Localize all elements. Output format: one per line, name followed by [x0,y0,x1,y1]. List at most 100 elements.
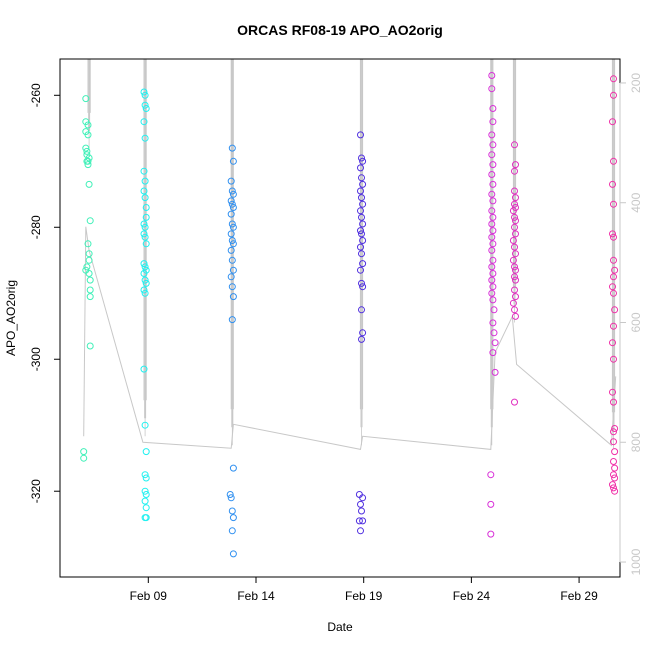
data-point-rf10 [229,157,237,165]
data-point-rf12 [487,500,495,508]
y-tick-label: -260 [29,83,43,107]
data-point-rf09 [140,167,148,175]
data-point-rf12 [489,213,497,221]
data-point-rf10 [226,491,234,498]
data-point-rf10 [228,220,236,228]
data-point-rf09 [141,289,149,297]
data-point-rf12 [489,256,497,264]
data-point-rf12 [491,368,499,376]
data-point-rf09 [141,263,149,271]
data-point-rf11 [359,283,367,291]
data-point-rf14 [610,273,617,281]
data-point-rf12 [488,233,496,241]
data-point-rf13 [509,256,517,264]
data-point-rf11 [357,227,364,235]
data-point-rf10 [228,187,236,195]
data-point-rf14 [609,283,616,291]
data-point-rf10 [229,223,237,231]
data-point-rf12 [488,72,496,79]
data-point-rf10 [229,514,237,522]
data-point-rf14 [609,388,616,396]
data-point-rf11 [358,154,365,162]
data-point-rf09 [142,105,150,112]
data-point-rf11 [358,230,365,238]
data-point-rf08 [85,154,93,162]
data-point-rf08 [84,161,92,169]
data-point-rf13 [511,213,518,221]
data-point-rf13 [511,167,518,175]
data-point-rf12 [488,131,496,139]
data-point-rf14 [610,233,617,241]
data-point-rf10 [228,527,236,535]
data-point-rf11 [357,207,364,215]
data-point-rf11 [359,237,367,244]
data-point-rf14 [610,484,617,492]
data-point-rf11 [358,213,365,221]
data-point-rf09 [141,177,149,185]
data-point-rf13 [512,194,519,202]
x-axis-label: Date [327,620,353,634]
data-point-rf14 [611,487,619,495]
data-point-rf10 [229,550,237,558]
data-point-rf12 [488,190,496,198]
data-point-rf10 [228,283,236,291]
data-point-rf12 [489,180,497,188]
data-point-rf13 [511,141,518,149]
data-point-rf14 [610,458,617,465]
data-point-rf13 [512,161,519,169]
data-point-rf11 [359,180,367,188]
data-point-rf11 [358,174,365,182]
data-point-rf12 [488,289,496,297]
y2-tick-label: 800 [629,432,643,452]
data-point-rf12 [488,207,496,215]
data-point-rf12 [489,118,497,126]
data-point-rf09 [141,101,149,109]
data-point-rf08 [85,180,93,188]
data-point-rf11 [358,335,365,343]
data-point-rf13 [511,306,518,314]
data-point-rf12 [488,263,496,271]
data-point-rf12 [488,171,496,178]
data-point-rf11 [359,260,367,268]
data-point-rf08 [86,217,94,225]
data-point-rf14 [609,118,616,126]
data-point-rf10 [227,494,235,502]
data-point-rf13 [512,312,519,320]
data-point-rf13 [511,223,518,231]
data-point-rf10 [229,464,237,472]
pressure-line-layer [83,59,617,450]
data-points-layer [80,72,619,558]
y-axis-left: -260 -280 -300 -320 [29,83,60,503]
data-point-rf11 [358,250,365,258]
data-point-rf09 [140,270,148,277]
data-point-rf11 [359,200,367,208]
data-point-rf09 [140,260,148,268]
data-point-rf12 [488,85,496,93]
data-point-rf12 [488,246,496,254]
data-point-rf11 [357,187,364,195]
data-point-rf08 [83,147,91,155]
data-point-rf14 [611,448,619,456]
data-point-rf09 [142,491,150,498]
data-point-rf14 [611,306,619,314]
data-point-rf13 [512,276,519,284]
data-point-rf13 [509,237,517,244]
y-tick-label: -300 [29,347,43,371]
data-point-rf10 [227,273,235,281]
data-point-rf12 [488,151,496,159]
y-axis-right: 200 400 600 800 1000 [619,73,643,575]
data-point-rf12 [489,296,497,304]
data-point-rf09 [141,194,149,202]
pressure-profile-line [83,226,617,450]
data-point-rf12 [487,471,495,479]
data-point-rf08 [82,144,90,152]
y-tick-label: -320 [29,479,43,503]
data-point-rf10 [228,237,236,244]
data-point-rf14 [609,230,616,238]
data-point-rf14 [610,471,617,479]
data-point-rf12 [487,530,495,538]
data-point-rf09 [140,365,148,373]
data-point-rf09 [142,474,150,482]
data-point-rf08 [84,121,92,129]
data-point-rf10 [227,230,235,238]
